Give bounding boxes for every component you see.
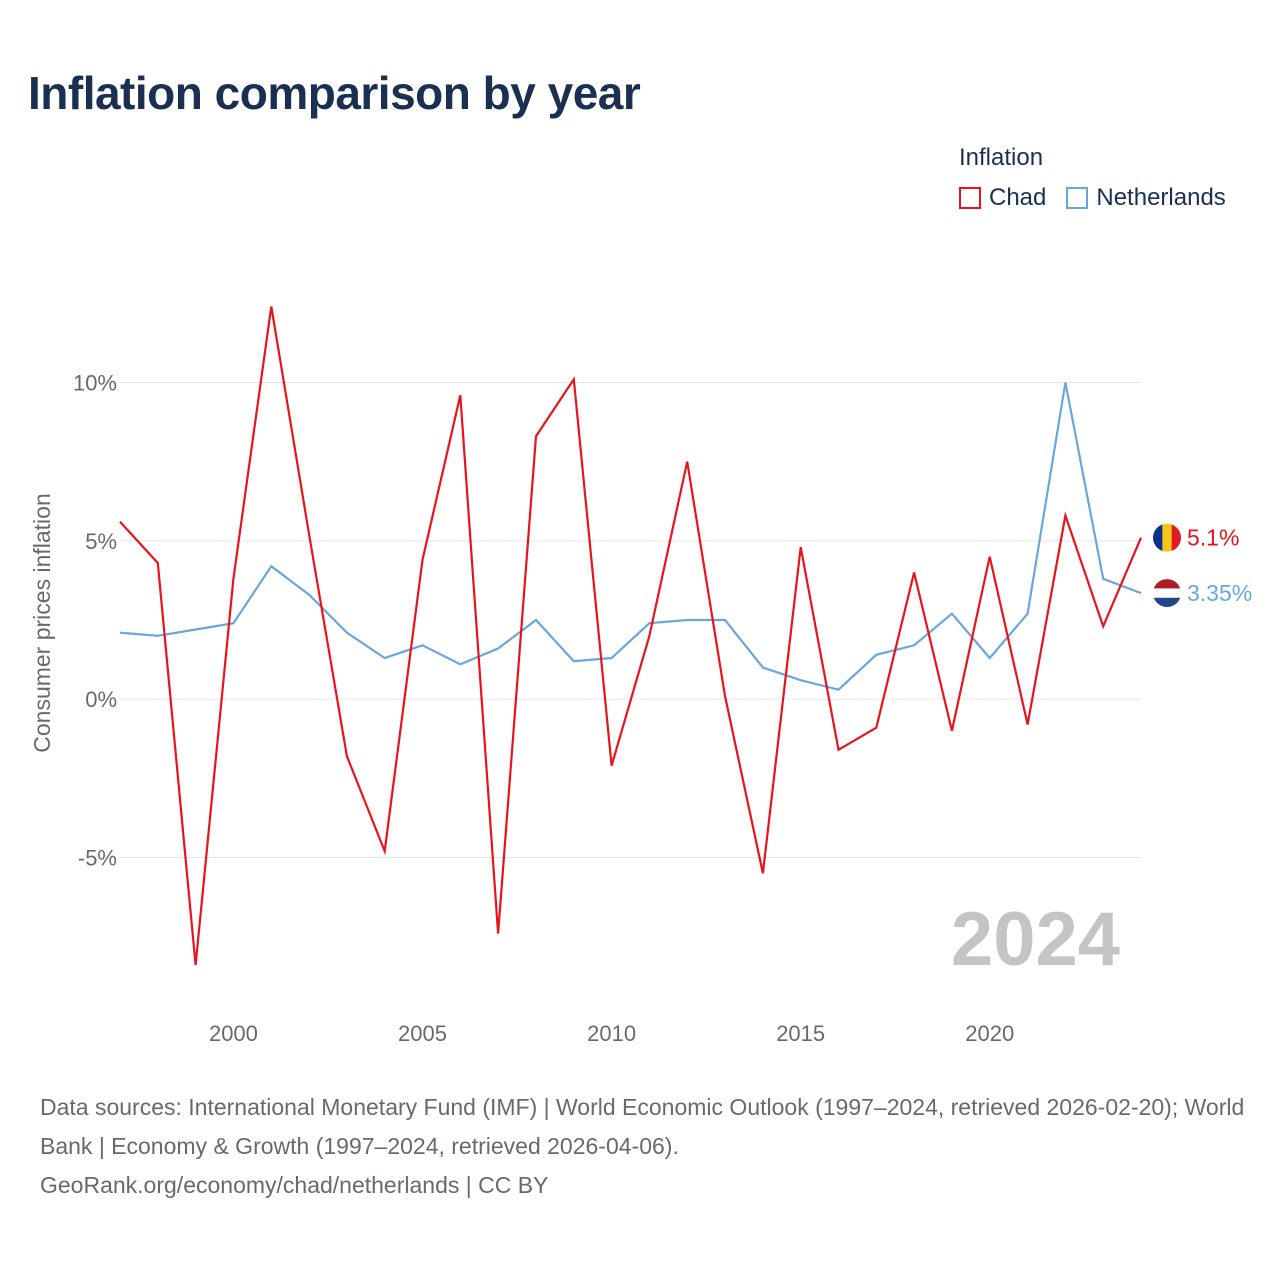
legend-title: Inflation xyxy=(959,144,1044,171)
x-tick-label: 2005 xyxy=(398,1021,447,1046)
legend-item-netherlands[interactable]: Netherlands xyxy=(1066,184,1226,212)
y-tick-label: 10% xyxy=(73,371,117,396)
end-label-chad: 5.1% xyxy=(1187,525,1239,551)
footer: Data sources: International Monetary Fun… xyxy=(40,1088,1250,1205)
legend: Inflation Chad Netherlands xyxy=(959,144,1226,212)
series-line-chad xyxy=(119,306,1143,966)
chad-flag-icon xyxy=(1153,523,1181,552)
legend-label-chad: Chad xyxy=(989,184,1047,211)
legend-item-chad[interactable]: Chad xyxy=(959,184,1046,212)
y-tick-label: 5% xyxy=(85,529,117,554)
legend-label-netherlands: Netherlands xyxy=(1096,184,1226,211)
data-sources: Data sources: International Monetary Fun… xyxy=(40,1094,1245,1159)
legend-swatch-netherlands xyxy=(1066,187,1089,209)
series-line-netherlands xyxy=(119,382,1142,691)
chart-title: Inflation comparison by year xyxy=(28,67,641,119)
end-label-netherlands: 3.35% xyxy=(1187,580,1252,606)
credit-line: GeoRank.org/economy/chad/netherlands | C… xyxy=(40,1172,549,1198)
netherlands-flag-icon xyxy=(1153,579,1181,608)
x-tick-label: 2020 xyxy=(965,1021,1014,1046)
legend-swatch-chad xyxy=(959,187,981,209)
y-tick-label: 0% xyxy=(85,687,117,712)
x-tick-label: 2015 xyxy=(776,1021,825,1046)
year-watermark: 2024 xyxy=(951,897,1120,982)
x-tick-label: 2010 xyxy=(587,1021,636,1046)
y-axis-label: Consumer prices inflation xyxy=(29,493,55,753)
y-tick-label: -5% xyxy=(78,846,117,871)
line-chart: 10% 5% 0% -5% 2000 2005 2010 2015 2020 Consumer p… xyxy=(29,306,1252,1046)
x-tick-label: 2000 xyxy=(209,1021,258,1046)
